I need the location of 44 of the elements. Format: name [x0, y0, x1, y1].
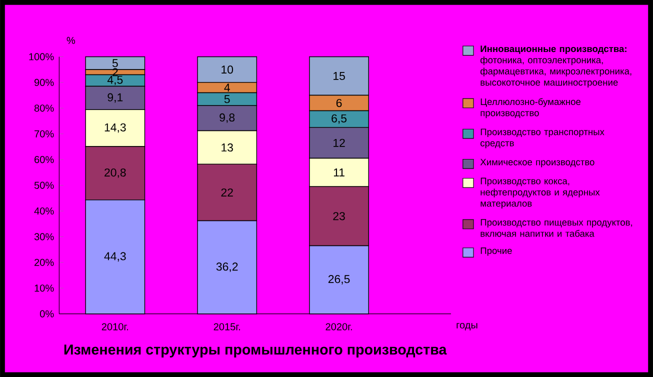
data-label: 15 — [334, 72, 345, 80]
text: Изменения структуры промышленного производства — [64, 344, 447, 358]
data-label: 4,5 — [107, 76, 123, 86]
data-label: 9,8 — [220, 113, 235, 123]
data-label: 20,8 — [104, 168, 126, 178]
data-label: 4 — [224, 84, 230, 92]
data-label: 6 — [336, 98, 342, 108]
legend-label: Производство кокса, нефтепродуктов и ядерных материалов — [480, 178, 600, 208]
data-label: 10 — [222, 65, 234, 74]
data-label: 44,3 — [104, 252, 126, 262]
x-tick-label: 2010г. — [102, 323, 128, 330]
y-axis-title: % — [66, 36, 76, 44]
data-label: 14,3 — [104, 123, 126, 133]
y-tick-label: 50% — [34, 182, 54, 189]
y-tick-label: 40% — [34, 207, 54, 214]
data-label: 9,1 — [108, 93, 123, 103]
data-label: 13 — [222, 143, 233, 152]
y-tick-label: 20% — [34, 258, 54, 266]
data-label: 6,5 — [332, 114, 347, 124]
y-tick-label: 0% — [40, 310, 54, 318]
data-label: 5 — [224, 95, 230, 104]
data-label: 12 — [334, 138, 345, 147]
data-label: 36,2 — [216, 262, 238, 272]
y-tick-label: 30% — [34, 233, 54, 240]
y-tick-label: 80% — [34, 104, 54, 112]
y-tick-label: 60% — [34, 156, 54, 164]
data-label: 11 — [334, 168, 344, 176]
y-tick-label: 70% — [34, 130, 54, 138]
y-tick-label: 10% — [34, 284, 54, 292]
data-label: 5 — [112, 59, 118, 68]
y-tick-label: 90% — [34, 78, 54, 86]
legend-label: Производство транспортных средств — [480, 128, 604, 148]
x-tick-label: 2020г. — [326, 323, 352, 330]
x-axis-title: годы — [456, 322, 478, 330]
data-label: 26,5 — [328, 274, 350, 284]
data-label: 23 — [333, 212, 345, 220]
legend-label: Химическое производство — [480, 158, 594, 168]
legend-label: Производство пищевых продуктов, включая напитки и табака — [480, 219, 632, 237]
legend-label: Прочие — [480, 247, 512, 256]
y-tick-label: 100% — [29, 53, 54, 60]
legend-label: Инновационные производства: фотоника, оптоэлектроника, фармацевтика, микроэлектроника, высокоточное машиностроение — [480, 46, 632, 88]
legend-label: Целлюлозно-бумажное производство — [480, 98, 581, 118]
x-tick-label: 2015г. — [214, 323, 240, 330]
data-label: 22 — [221, 188, 233, 196]
